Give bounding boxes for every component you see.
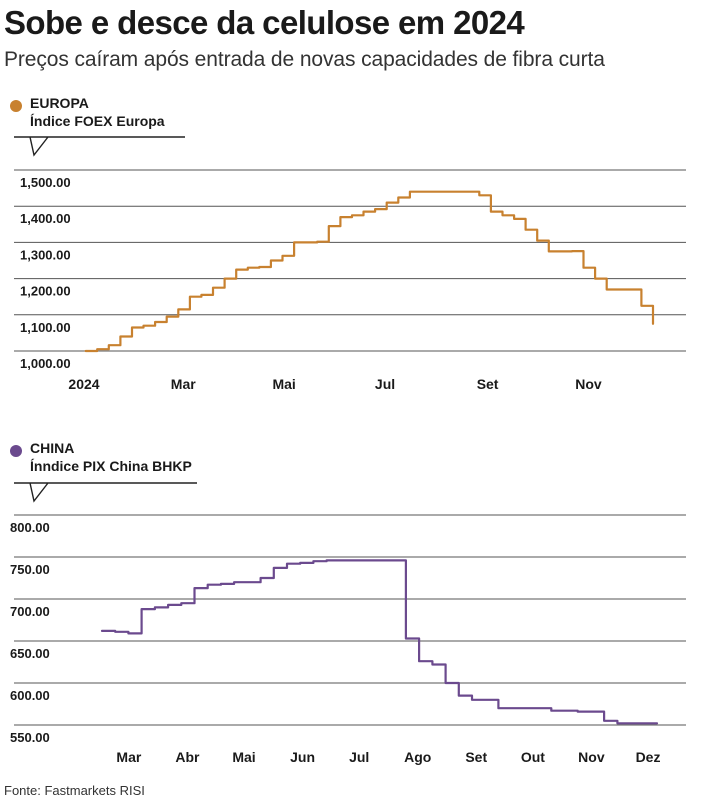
europa-x-tick-label: Jul [375, 376, 395, 392]
china-x-tick-label: Jun [290, 749, 315, 765]
europa-index-label: Índice FOEX Europa [30, 113, 165, 129]
china-callout-line [14, 482, 197, 503]
europa-line-chart: 1,500.00 1,400.00 1,300.00 1,200.00 1,100.00… [14, 136, 686, 392]
europa-x-tick-label: Mar [171, 376, 196, 392]
chart-subtitle: Preços caíram após entrada de novas capa… [4, 48, 605, 71]
china-y-tick-label: 600.00 [10, 688, 50, 703]
china-x-tick-label: Ago [404, 749, 431, 765]
europa-x-tick-label: 2024 [68, 376, 99, 392]
china-legend-dot [10, 445, 22, 457]
china-series-line [100, 559, 659, 725]
europa-x-tick-label: Nov [575, 376, 602, 392]
china-x-tick-label: Nov [578, 749, 605, 765]
china-x-tick-label: Jul [349, 749, 369, 765]
china-x-tick-label: Abr [175, 749, 200, 765]
china-x-tick-label: Mar [116, 749, 141, 765]
europa-y-tick-label: 1,500.00 [20, 175, 71, 190]
europa-series-line [84, 190, 655, 353]
europa-callout-line [14, 136, 185, 157]
china-y-tick-label: 650.00 [10, 646, 50, 661]
china-series-name: CHINA [30, 440, 75, 456]
china-line-chart: 800.00 750.00 700.00 650.00 600.00 550.00 Mar A… [10, 482, 686, 765]
china-x-tick-label: Out [521, 749, 545, 765]
china-y-tick-label: 550.00 [10, 730, 50, 745]
chart-title: Sobe e desce da celulose em 2024 [4, 4, 525, 41]
europa-series-name: EUROPA [30, 95, 89, 111]
source-note: Fonte: Fastmarkets RISI [4, 783, 145, 798]
europa-legend-dot [10, 100, 22, 112]
china-y-tick-label: 750.00 [10, 562, 50, 577]
europa-y-tick-label: 1,400.00 [20, 211, 71, 226]
europa-y-tick-label: 1,100.00 [20, 320, 71, 335]
china-y-tick-label: 800.00 [10, 520, 50, 535]
china-x-tick-label: Dez [636, 749, 661, 765]
china-x-tick-label: Set [465, 749, 487, 765]
europa-y-tick-label: 1,300.00 [20, 247, 71, 262]
china-x-tick-label: Mai [232, 749, 255, 765]
europa-y-tick-label: 1,200.00 [20, 284, 71, 299]
europa-x-tick-label: Set [477, 376, 499, 392]
china-index-label: Ínndice PIX China BHKP [30, 458, 192, 474]
europa-x-tick-label: Mai [272, 376, 295, 392]
china-y-tick-label: 700.00 [10, 604, 50, 619]
europa-y-tick-label: 1,000.00 [20, 356, 71, 371]
